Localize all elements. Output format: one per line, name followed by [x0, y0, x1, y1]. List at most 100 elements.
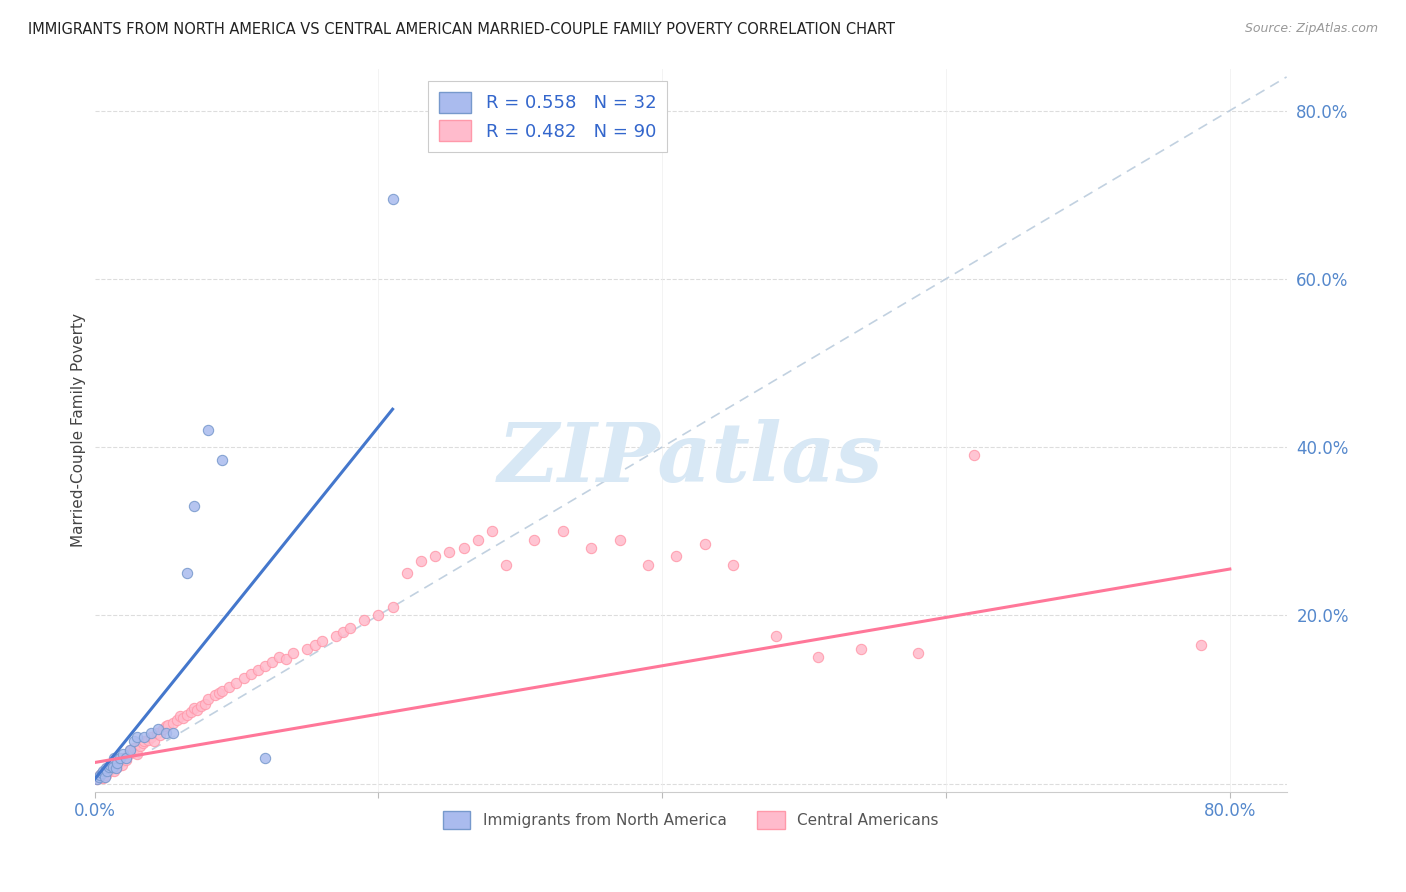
- Point: [129, 739, 152, 753]
- Point: [721, 558, 744, 572]
- Point: [267, 650, 290, 665]
- Point: [114, 751, 136, 765]
- Point: [637, 558, 659, 572]
- Point: [311, 633, 333, 648]
- Point: [232, 672, 254, 686]
- Point: [169, 709, 191, 723]
- Point: [141, 726, 163, 740]
- Text: Source: ZipAtlas.com: Source: ZipAtlas.com: [1244, 22, 1378, 36]
- Point: [246, 663, 269, 677]
- Point: [97, 760, 120, 774]
- Point: [127, 747, 149, 761]
- Point: [93, 764, 115, 778]
- Point: [117, 747, 139, 761]
- Point: [423, 549, 446, 564]
- Point: [304, 638, 326, 652]
- Point: [93, 770, 115, 784]
- Point: [89, 768, 111, 782]
- Point: [108, 753, 131, 767]
- Point: [208, 686, 231, 700]
- Point: [339, 621, 361, 635]
- Point: [176, 566, 198, 581]
- Point: [146, 726, 169, 740]
- Point: [155, 726, 177, 740]
- Point: [143, 734, 166, 748]
- Point: [439, 545, 461, 559]
- Point: [239, 667, 262, 681]
- Point: [101, 760, 124, 774]
- Point: [523, 533, 546, 547]
- Point: [162, 726, 184, 740]
- Point: [807, 650, 830, 665]
- Point: [149, 728, 172, 742]
- Point: [609, 533, 631, 547]
- Point: [98, 758, 121, 772]
- Point: [581, 541, 603, 555]
- Point: [907, 646, 929, 660]
- Point: [1191, 638, 1213, 652]
- Point: [97, 764, 120, 778]
- Point: [276, 652, 298, 666]
- Point: [211, 684, 233, 698]
- Point: [122, 745, 145, 759]
- Point: [91, 771, 114, 785]
- Point: [963, 449, 986, 463]
- Point: [104, 756, 127, 770]
- Point: [186, 702, 208, 716]
- Point: [114, 753, 136, 767]
- Point: [110, 758, 132, 772]
- Point: [162, 716, 184, 731]
- Point: [665, 549, 688, 564]
- Point: [100, 756, 122, 770]
- Point: [152, 722, 174, 736]
- Point: [100, 761, 122, 775]
- Point: [166, 714, 188, 728]
- Point: [218, 680, 240, 694]
- Point: [204, 688, 226, 702]
- Point: [104, 761, 127, 775]
- Point: [86, 772, 108, 787]
- Point: [101, 758, 124, 772]
- Point: [180, 705, 202, 719]
- Point: [94, 761, 117, 775]
- Point: [481, 524, 503, 538]
- Point: [183, 701, 205, 715]
- Legend: Immigrants from North America, Central Americans: Immigrants from North America, Central A…: [437, 805, 945, 835]
- Point: [111, 751, 134, 765]
- Point: [118, 743, 141, 757]
- Point: [260, 655, 283, 669]
- Point: [94, 768, 117, 782]
- Point: [96, 761, 118, 775]
- Point: [849, 642, 872, 657]
- Point: [353, 613, 375, 627]
- Point: [103, 764, 125, 778]
- Point: [87, 770, 110, 784]
- Point: [132, 736, 155, 750]
- Point: [155, 719, 177, 733]
- Point: [283, 646, 305, 660]
- Point: [453, 541, 475, 555]
- Point: [96, 764, 118, 778]
- Point: [551, 524, 574, 538]
- Point: [87, 770, 110, 784]
- Point: [381, 192, 404, 206]
- Point: [765, 629, 787, 643]
- Point: [197, 692, 219, 706]
- Point: [89, 768, 111, 782]
- Point: [157, 717, 180, 731]
- Point: [297, 642, 319, 657]
- Point: [367, 608, 389, 623]
- Point: [124, 741, 146, 756]
- Point: [183, 499, 205, 513]
- Point: [141, 731, 163, 745]
- Point: [103, 751, 125, 765]
- Point: [225, 675, 247, 690]
- Point: [211, 452, 233, 467]
- Point: [91, 764, 114, 778]
- Point: [332, 625, 354, 640]
- Y-axis label: Married-Couple Family Poverty: Married-Couple Family Poverty: [72, 313, 86, 547]
- Point: [134, 731, 156, 745]
- Point: [409, 554, 432, 568]
- Point: [172, 711, 194, 725]
- Point: [127, 731, 149, 745]
